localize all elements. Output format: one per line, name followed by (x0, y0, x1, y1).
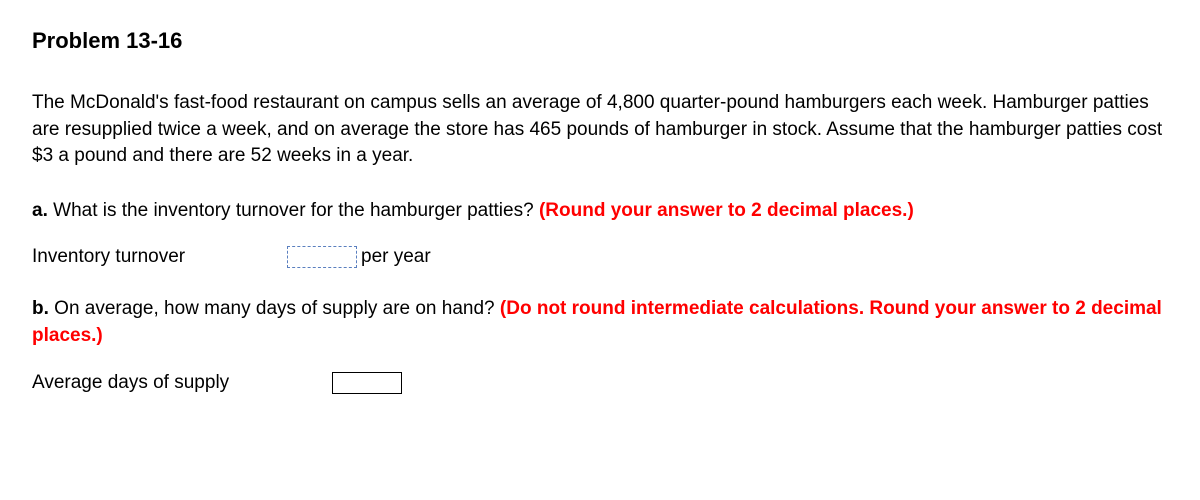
part-a-unit: per year (361, 246, 431, 268)
part-a-answer-row: Inventory turnover per year (32, 246, 1168, 268)
part-a-question: a. What is the inventory turnover for th… (32, 198, 1168, 225)
inventory-turnover-input[interactable] (287, 246, 357, 268)
part-a-text: What is the inventory turnover for the h… (53, 200, 534, 221)
part-b-question: b. On average, how many days of supply a… (32, 296, 1168, 349)
part-a-letter: a. (32, 200, 48, 221)
part-b-letter: b. (32, 298, 49, 319)
part-a-answer-label: Inventory turnover (32, 246, 287, 268)
part-a-hint: (Round your answer to 2 decimal places.) (539, 200, 914, 221)
problem-page: Problem 13-16 The McDonald's fast-food r… (0, 0, 1200, 394)
average-days-supply-input[interactable] (332, 372, 402, 394)
part-b-answer-label: Average days of supply (32, 372, 332, 394)
problem-intro: The McDonald's fast-food restaurant on c… (32, 90, 1168, 170)
part-b-text: On average, how many days of supply are … (54, 298, 494, 319)
problem-title: Problem 13-16 (32, 28, 1168, 54)
part-b-answer-row: Average days of supply (32, 372, 1168, 394)
